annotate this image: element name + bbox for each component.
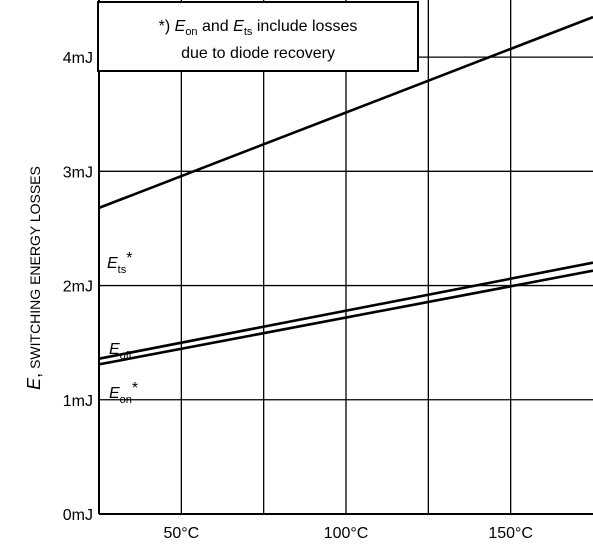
y-tick-label-2: 2mJ	[63, 279, 93, 296]
series-line-eon	[98, 269, 593, 366]
annotation-line-1: *) Eon and Ets include losses	[159, 18, 358, 38]
series-label-eon: Eon*	[109, 380, 138, 406]
y-tick-label-0: 0mJ	[63, 507, 93, 524]
annotation-line-2: due to diode recovery	[181, 45, 335, 62]
tick-labels: 0mJ 1mJ 2mJ 3mJ 4mJ 50°C 100°C 150°C	[63, 50, 533, 542]
series-line-eoff	[98, 261, 593, 360]
series-label-eoff: Eoff	[109, 341, 133, 362]
x-tick-label-0: 50°C	[163, 525, 199, 542]
y-tick-label-1: 1mJ	[63, 393, 93, 410]
annotation-box: *) Eon and Ets include losses due to dio…	[97, 1, 419, 72]
y-tick-label-4: 4mJ	[63, 50, 93, 67]
series-line-ets	[98, 15, 593, 210]
x-tick-label-2: 100°C	[324, 525, 369, 542]
y-axis-label: E, SWITCHING ENERGY LOSSES	[24, 166, 44, 390]
grid	[98, 0, 593, 515]
x-tick-label-4: 150°C	[488, 525, 533, 542]
y-tick-label-3: 3mJ	[63, 164, 93, 181]
series-label-ets: Ets*	[107, 250, 132, 276]
series-lines	[98, 15, 593, 366]
